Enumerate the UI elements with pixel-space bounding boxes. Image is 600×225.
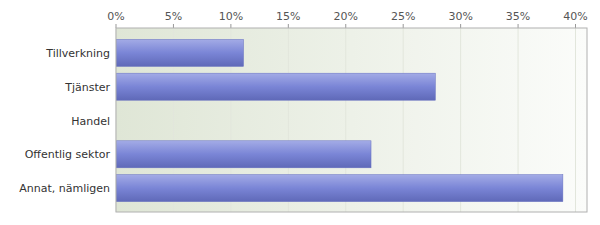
category-label: Annat, nämligen xyxy=(19,182,110,195)
category-label: Handel xyxy=(71,115,110,128)
tick-label: 0% xyxy=(107,10,124,23)
tick-label: 20% xyxy=(334,10,358,23)
category-label: Offentlig sektor xyxy=(25,148,111,161)
tick-mark xyxy=(288,24,289,28)
grid-line xyxy=(575,28,576,212)
tick-mark xyxy=(575,24,576,28)
tick-label: 30% xyxy=(448,10,472,23)
tick-label: 40% xyxy=(563,10,587,23)
category-label: Tillverkning xyxy=(45,47,110,60)
tick-label: 15% xyxy=(276,10,300,23)
tick-mark xyxy=(230,24,231,28)
tick-mark xyxy=(173,24,174,28)
bar xyxy=(116,73,435,100)
tick-mark xyxy=(116,24,117,28)
tick-label: 10% xyxy=(219,10,243,23)
tick-label: 5% xyxy=(165,10,182,23)
bar xyxy=(116,39,244,66)
tick-label: 35% xyxy=(506,10,530,23)
plot-frame xyxy=(116,28,587,212)
tick-mark xyxy=(345,24,346,28)
tick-mark xyxy=(518,24,519,28)
bar xyxy=(116,175,563,202)
bar xyxy=(116,141,371,168)
chart: 0% 5% 10% 15% 20% 25% 30% 35% 40% Tillverkning Tjä… xyxy=(0,0,600,225)
category-label: Tjänster xyxy=(64,81,110,94)
tick-mark xyxy=(460,24,461,28)
tick-mark xyxy=(403,24,404,28)
bars xyxy=(116,39,563,201)
tick-label: 25% xyxy=(391,10,415,23)
plot-background xyxy=(116,28,587,212)
